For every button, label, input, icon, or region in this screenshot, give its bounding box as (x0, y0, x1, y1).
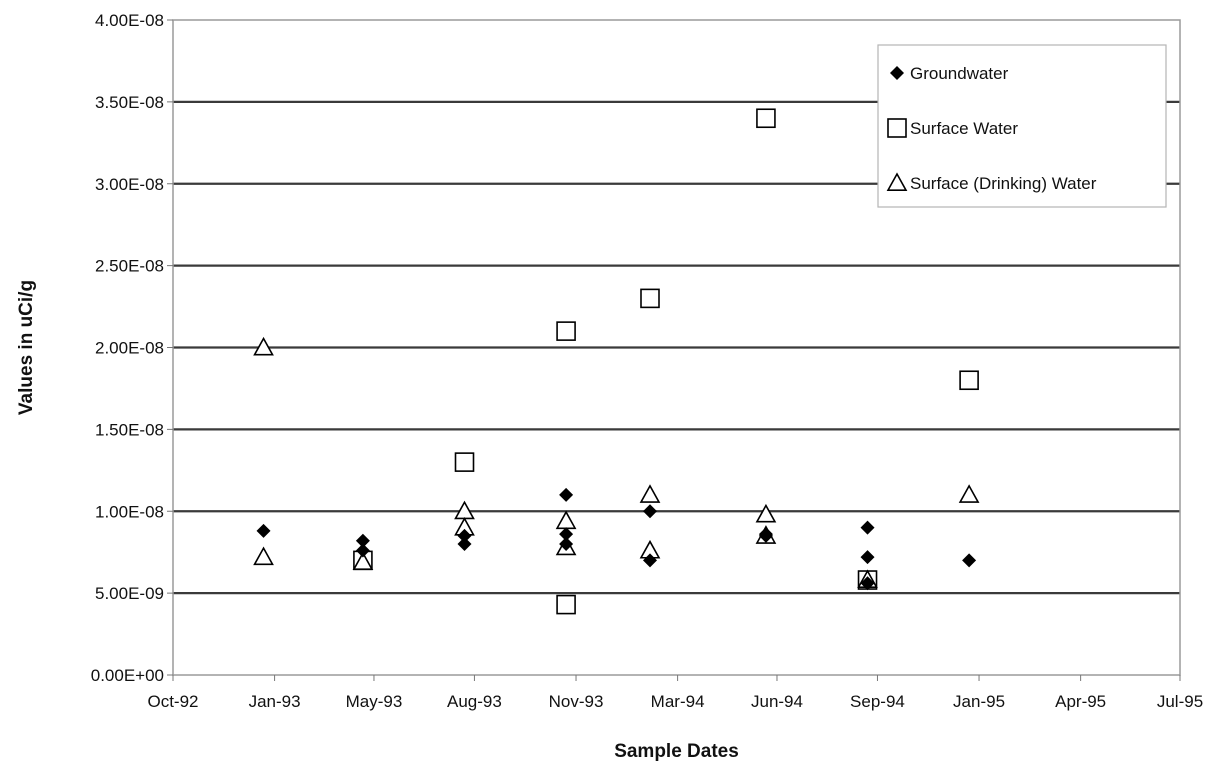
point-square (456, 453, 474, 471)
point-diamond (861, 550, 875, 564)
point-diamond (962, 553, 976, 567)
point-triangle (557, 512, 575, 528)
legend-label: Surface Water (910, 119, 1018, 138)
x-tick-label: Apr-95 (1055, 692, 1106, 711)
y-axis-ticks: 0.00E+00 5.00E-09 1.00E-08 1.50E-08 2.00E-08… (91, 11, 173, 685)
data-markers (255, 109, 979, 613)
legend: Groundwater Surface Water Surface (Drinkin… (878, 45, 1166, 207)
point-diamond (643, 504, 657, 518)
x-tick-label: May-93 (346, 692, 403, 711)
x-tick-label: Jan-93 (249, 692, 301, 711)
y-tick-label: 0.00E+00 (91, 666, 164, 685)
point-square (960, 371, 978, 389)
x-tick-label: Mar-94 (651, 692, 705, 711)
x-axis-title: Sample Dates (614, 741, 739, 762)
point-diamond (458, 537, 472, 551)
point-square (757, 109, 775, 127)
legend-label: Groundwater (910, 64, 1009, 83)
y-tick-label: 2.50E-08 (95, 257, 164, 276)
point-triangle (960, 486, 978, 502)
legend-marker-square (888, 119, 906, 137)
y-tick-label: 1.50E-08 (95, 420, 164, 439)
x-tick-label: Jun-94 (751, 692, 803, 711)
point-diamond (559, 488, 573, 502)
x-tick-label: Aug-93 (447, 692, 502, 711)
legend-label: Surface (Drinking) Water (910, 174, 1097, 193)
point-triangle (641, 486, 659, 502)
point-diamond (257, 524, 271, 538)
y-axis-title: Values in uCi/g (16, 280, 37, 415)
y-tick-label: 1.00E-08 (95, 502, 164, 521)
x-tick-label: Oct-92 (147, 692, 198, 711)
x-tick-label: Jan-95 (953, 692, 1005, 711)
point-square (641, 289, 659, 307)
x-tick-label: Jul-95 (1157, 692, 1203, 711)
point-square (557, 322, 575, 340)
y-tick-label: 3.50E-08 (95, 93, 164, 112)
y-tick-label: 5.00E-09 (95, 584, 164, 603)
y-tick-label: 2.00E-08 (95, 339, 164, 358)
x-axis-ticks: Oct-92 Jan-93 May-93 Aug-93 Nov-93 Mar-94 Jun-… (147, 675, 1203, 711)
x-tick-label: Sep-94 (850, 692, 905, 711)
x-tick-label: Nov-93 (549, 692, 604, 711)
point-diamond (861, 521, 875, 535)
point-triangle (757, 506, 775, 522)
y-tick-label: 4.00E-08 (95, 11, 164, 30)
point-triangle (255, 548, 273, 564)
y-tick-label: 3.00E-08 (95, 175, 164, 194)
point-square (557, 596, 575, 614)
